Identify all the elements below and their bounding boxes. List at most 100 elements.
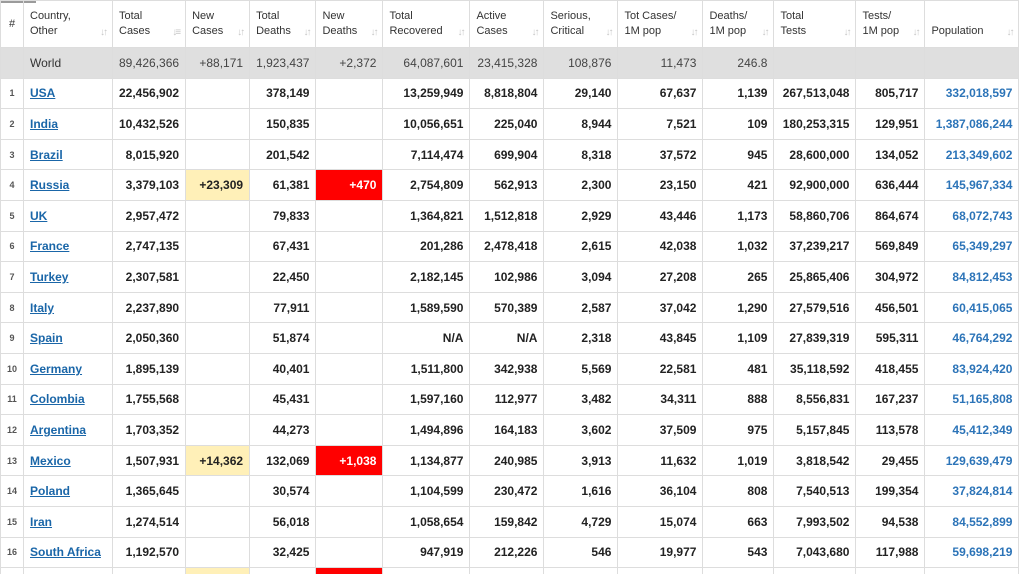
- header-tot-cases-1m[interactable]: Tot Cases/1M pop ↓↑: [617, 0, 704, 48]
- country-link[interactable]: Argentina: [30, 422, 87, 437]
- cell-total-tests: [773, 567, 857, 574]
- country-link[interactable]: Brazil: [30, 147, 63, 162]
- country-link[interactable]: France: [30, 239, 70, 254]
- cell-serious-critical: 8,944: [543, 108, 619, 140]
- country-link[interactable]: USA: [30, 86, 56, 101]
- sort-arrows-icon[interactable]: ↓↑: [1006, 27, 1014, 38]
- header-country[interactable]: Country, Other ↓↑: [23, 0, 113, 48]
- header-new-cases[interactable]: New Cases ↓↑: [185, 0, 251, 48]
- country-link[interactable]: Spain: [30, 331, 63, 346]
- sort-arrows-icon[interactable]: ↓≡: [172, 27, 181, 38]
- cell-total-cases: 3,379,103: [111, 169, 187, 201]
- country-link[interactable]: Mexico: [30, 453, 71, 468]
- country-link[interactable]: Colombia: [30, 392, 85, 407]
- cell-tot-cases-1m: 67,637: [617, 77, 704, 110]
- cell-total-recovered: 2,754,809: [382, 169, 471, 201]
- sort-arrows-icon[interactable]: ↓↑: [912, 27, 920, 38]
- country-link[interactable]: Poland: [30, 484, 71, 499]
- header-label-line2: 1M pop: [624, 25, 662, 37]
- country-link[interactable]: Italy: [30, 300, 55, 315]
- header-active-cases[interactable]: Active Cases ↓↑: [469, 0, 545, 48]
- header-label-line2: Population: [931, 25, 984, 37]
- cell-tot-cases-1m: [617, 567, 704, 574]
- header-total-tests[interactable]: Total Tests ↓↑: [773, 0, 857, 48]
- sort-arrows-icon[interactable]: ↓↑: [100, 27, 108, 38]
- cell-new-cases: [185, 505, 251, 538]
- cell-country: Brazil: [23, 138, 113, 171]
- cell-population: 46,764,292: [924, 322, 1020, 354]
- sort-arrows-icon[interactable]: ↓↑: [457, 27, 465, 38]
- cell-total-cases: 2,747,135: [111, 230, 187, 263]
- cell-total-deaths: 32,425: [249, 536, 317, 569]
- cell-total-deaths: 132,069: [249, 444, 317, 477]
- cell-total-deaths: 45,431: [249, 383, 317, 416]
- country-link[interactable]: Turkey: [30, 269, 69, 284]
- header-total-cases[interactable]: Total Cases ↓≡: [111, 0, 187, 48]
- cell-active-cases: 225,040: [469, 108, 545, 140]
- header-label-line1: Tot Cases/: [624, 10, 677, 22]
- header-total-recovered[interactable]: Total Recovered ↓↑: [382, 0, 471, 48]
- header-total-deaths[interactable]: Total Deaths ↓↑: [249, 0, 317, 48]
- sort-arrows-icon[interactable]: ↓↑: [690, 27, 698, 38]
- cell-total-cases: 2,957,472: [111, 199, 187, 232]
- cell-total-recovered: 201,286: [382, 230, 471, 263]
- cell-serious-critical: 2,300: [543, 169, 619, 201]
- cell-deaths-1m: 543: [702, 536, 775, 569]
- sort-arrows-icon[interactable]: ↓↑: [370, 27, 378, 38]
- header-label-line1: New: [322, 10, 345, 22]
- cell-tot-cases-1m: 7,521: [617, 108, 704, 140]
- cell-tot-cases-1m: 37,572: [617, 138, 704, 171]
- cell-total-tests: 5,157,845: [773, 414, 857, 446]
- header-tests-1m[interactable]: Tests/1M pop ↓↑: [855, 0, 926, 48]
- sort-arrows-icon[interactable]: ↓↑: [605, 27, 613, 38]
- cell-total-cases: 1,274,514: [111, 505, 187, 538]
- table-row: 16 South Africa 1,192,570 32,425 947,919 212,…: [0, 536, 1020, 569]
- header-serious-critical[interactable]: Serious, Critical ↓↑: [543, 0, 619, 48]
- cell-total-cases: 10,432,526: [111, 108, 187, 140]
- cell-new-deaths: [315, 261, 384, 293]
- sort-arrows-icon[interactable]: ↓↑: [531, 27, 539, 38]
- country-link[interactable]: Germany: [30, 361, 83, 376]
- cell-country: Iran: [23, 505, 113, 538]
- cell-deaths-1m: 1,290: [702, 291, 775, 324]
- cell-deaths-1m: 421: [702, 169, 775, 201]
- cell-index: 8: [0, 291, 24, 324]
- cell-new-deaths: [315, 199, 384, 232]
- sort-arrows-icon[interactable]: ↓↑: [761, 27, 769, 38]
- sort-arrows-icon[interactable]: ↓↑: [237, 27, 245, 38]
- country-link[interactable]: South Africa: [30, 545, 101, 560]
- header-label-line2: Cases: [192, 25, 224, 37]
- country-link[interactable]: Russia: [30, 178, 70, 193]
- country-link[interactable]: Iran: [30, 514, 53, 529]
- cell-population: 65,349,297: [924, 230, 1020, 263]
- country-link[interactable]: India: [30, 116, 59, 131]
- cell-tot-cases-1m: 42,038: [617, 230, 704, 263]
- cell-total-tests: 37,239,217: [773, 230, 857, 263]
- cell-total-cases: 89,426,366: [111, 47, 187, 79]
- cell-serious-critical: 2,615: [543, 230, 619, 263]
- cell-new-deaths: [315, 108, 384, 140]
- cell-population: [924, 47, 1020, 79]
- cell-active-cases: [469, 567, 545, 574]
- cell-population: 51,165,808: [924, 383, 1020, 416]
- sort-arrows-icon[interactable]: ↓↑: [843, 27, 851, 38]
- cell-population: 129,639,479: [924, 444, 1020, 477]
- cell-index: 15: [0, 505, 24, 538]
- cell-index: 16: [0, 536, 24, 569]
- header-new-deaths[interactable]: New Deaths ↓↑: [315, 0, 384, 48]
- country-link[interactable]: UK: [30, 208, 48, 223]
- sort-arrows-icon[interactable]: ↓↑: [303, 27, 311, 38]
- cell-total-deaths: [249, 567, 317, 574]
- cell-serious-critical: 8,318: [543, 138, 619, 171]
- cell-new-cases: [185, 322, 251, 354]
- header-deaths-1m[interactable]: Deaths/1M pop ↓↑: [702, 0, 775, 48]
- cell-deaths-1m: 265: [702, 261, 775, 293]
- cell-serious-critical: 4,729: [543, 505, 619, 538]
- cell-new-deaths: [315, 138, 384, 171]
- header-population[interactable]: Population ↓↑: [924, 0, 1020, 48]
- cell-deaths-1m: 975: [702, 414, 775, 446]
- cell-deaths-1m: 663: [702, 505, 775, 538]
- cell-index: 1: [0, 77, 24, 110]
- table-row-partial: [0, 567, 1020, 574]
- cell-total-tests: 58,860,706: [773, 199, 857, 232]
